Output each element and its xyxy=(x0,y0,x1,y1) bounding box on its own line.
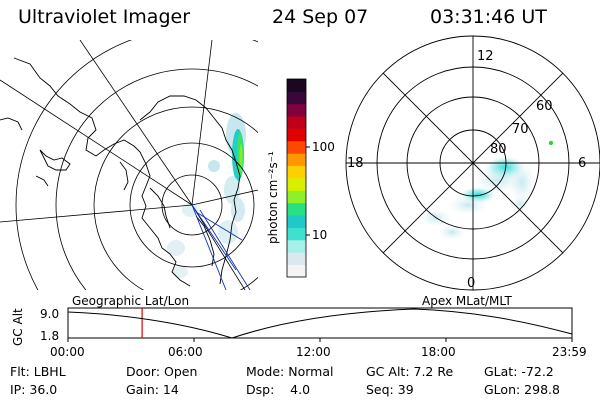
geo-latitude-readout: GLat: -72.2 xyxy=(484,364,554,379)
filter-readout: Flt: LBHL xyxy=(10,364,66,379)
altitude-timeline: GC Alt 9.0 1.8 Geographic Lat/Lon Apex M… xyxy=(11,294,587,359)
colorbar-band xyxy=(287,165,306,179)
latitude-circles xyxy=(15,40,258,290)
colorbar-unit-label: photon cm⁻²s⁻¹ xyxy=(266,151,280,244)
orbit-footprint-lines xyxy=(191,204,251,290)
left-map-caption: Geographic Lat/Lon xyxy=(72,294,189,308)
time-tick-1200: 12:00 xyxy=(296,345,331,359)
app-title: Ultraviolet Imager xyxy=(18,6,191,28)
door-readout: Door: Open xyxy=(126,364,198,379)
mlat-label-70: 70 xyxy=(512,122,529,137)
colorbar-band xyxy=(287,116,306,129)
colorbar-band xyxy=(287,79,306,92)
gc-altitude-readout: GC Alt: 7.2 Re xyxy=(366,364,454,379)
geographic-map xyxy=(0,40,258,290)
colorbar-band xyxy=(287,128,306,142)
timeline-x-ticks: 00:00 06:00 12:00 18:00 23:59 xyxy=(50,338,587,359)
colorbar-band xyxy=(287,202,306,216)
mlt-label-12: 12 xyxy=(477,49,494,64)
image-date: 24 Sep 07 xyxy=(272,6,369,28)
mlt-lines xyxy=(346,36,600,290)
colorbar-frame xyxy=(286,78,307,278)
mlt-label-6: 6 xyxy=(578,156,586,171)
mlat-label-80: 80 xyxy=(490,142,507,157)
time-tick-2359: 23:59 xyxy=(552,345,587,359)
intensity-colorbar xyxy=(286,78,310,278)
colorbar-tick-10: 10 xyxy=(312,228,327,242)
time-tick-0600: 06:00 xyxy=(168,345,203,359)
colorbar-tick-100: 100 xyxy=(312,140,335,154)
meridian-lines xyxy=(0,40,258,290)
colorbar-band xyxy=(287,178,306,191)
coastline xyxy=(0,57,241,287)
image-time: 03:31:46 UT xyxy=(430,6,547,28)
magnetic-polar-map: 12 18 6 0 60 70 80 xyxy=(345,35,600,291)
geo-longitude-readout: GLon: 298.8 xyxy=(484,382,560,397)
dsp-readout: Dsp: 4.0 xyxy=(246,382,311,397)
colorbar-band xyxy=(287,239,306,253)
colorbar-band xyxy=(287,140,306,154)
timeline-y-axis-label: GC Alt xyxy=(11,308,25,346)
altitude-curve xyxy=(67,308,573,339)
timeline-y-tick-min: 1.8 xyxy=(40,329,59,343)
mlat-label-60: 60 xyxy=(536,99,553,114)
colorbar-band xyxy=(287,91,306,105)
colorbar-band xyxy=(287,215,306,228)
gain-readout: Gain: 14 xyxy=(126,382,179,397)
timeline-y-tick-max: 9.0 xyxy=(40,307,59,321)
colorbar-band xyxy=(287,190,306,204)
mode-readout: Mode: Normal xyxy=(246,364,334,379)
colorbar-band xyxy=(287,264,306,278)
time-tick-0000: 00:00 xyxy=(50,345,85,359)
colorbar-band xyxy=(287,103,306,117)
time-tick-1800: 18:00 xyxy=(421,345,456,359)
colorbar-band xyxy=(287,227,306,241)
timeline-frame xyxy=(67,307,573,339)
ip-readout: IP: 36.0 xyxy=(10,382,58,397)
right-map-caption: Apex MLat/MLT xyxy=(422,294,512,308)
colorbar-band xyxy=(287,252,306,266)
colorbar-band xyxy=(287,153,306,167)
mlt-label-0: 0 xyxy=(467,276,475,291)
mlt-label-18: 18 xyxy=(347,156,364,171)
aurora-emission-magnetic xyxy=(420,140,554,240)
sequence-readout: Seq: 39 xyxy=(366,382,414,397)
